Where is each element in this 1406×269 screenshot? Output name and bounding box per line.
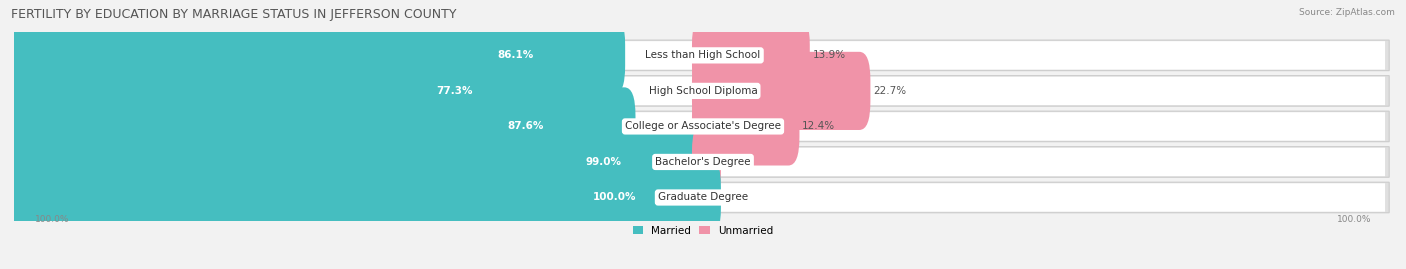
FancyBboxPatch shape [692, 52, 870, 130]
FancyBboxPatch shape [17, 182, 1389, 213]
Text: Source: ZipAtlas.com: Source: ZipAtlas.com [1299, 8, 1395, 17]
Text: College or Associate's Degree: College or Associate's Degree [626, 121, 780, 132]
FancyBboxPatch shape [692, 16, 810, 94]
Text: 86.1%: 86.1% [496, 50, 533, 60]
FancyBboxPatch shape [21, 77, 1385, 105]
Text: Bachelor's Degree: Bachelor's Degree [655, 157, 751, 167]
Text: High School Diploma: High School Diploma [648, 86, 758, 96]
Text: FERTILITY BY EDUCATION BY MARRIAGE STATUS IN JEFFERSON COUNTY: FERTILITY BY EDUCATION BY MARRIAGE STATU… [11, 8, 457, 21]
FancyBboxPatch shape [10, 123, 714, 201]
FancyBboxPatch shape [10, 87, 636, 165]
FancyBboxPatch shape [10, 158, 721, 236]
Text: 1.0%: 1.0% [724, 157, 749, 167]
Legend: Married, Unmarried: Married, Unmarried [628, 221, 778, 240]
FancyBboxPatch shape [17, 76, 1389, 106]
Text: 0.0%: 0.0% [717, 193, 742, 203]
FancyBboxPatch shape [21, 112, 1385, 141]
FancyBboxPatch shape [10, 52, 565, 130]
Text: 99.0%: 99.0% [586, 157, 621, 167]
Text: Graduate Degree: Graduate Degree [658, 193, 748, 203]
FancyBboxPatch shape [21, 183, 1385, 212]
Text: Less than High School: Less than High School [645, 50, 761, 60]
FancyBboxPatch shape [692, 123, 721, 201]
FancyBboxPatch shape [17, 40, 1389, 71]
FancyBboxPatch shape [10, 16, 626, 94]
FancyBboxPatch shape [17, 111, 1389, 142]
Text: 13.9%: 13.9% [813, 50, 845, 60]
Text: 87.6%: 87.6% [508, 121, 544, 132]
Text: 100.0%: 100.0% [593, 193, 637, 203]
Text: 22.7%: 22.7% [873, 86, 907, 96]
FancyBboxPatch shape [21, 148, 1385, 176]
Text: 100.0%: 100.0% [1337, 215, 1371, 224]
FancyBboxPatch shape [17, 147, 1389, 177]
FancyBboxPatch shape [692, 87, 800, 165]
Text: 100.0%: 100.0% [35, 215, 69, 224]
Text: 77.3%: 77.3% [436, 86, 472, 96]
Text: 12.4%: 12.4% [803, 121, 835, 132]
FancyBboxPatch shape [21, 41, 1385, 70]
